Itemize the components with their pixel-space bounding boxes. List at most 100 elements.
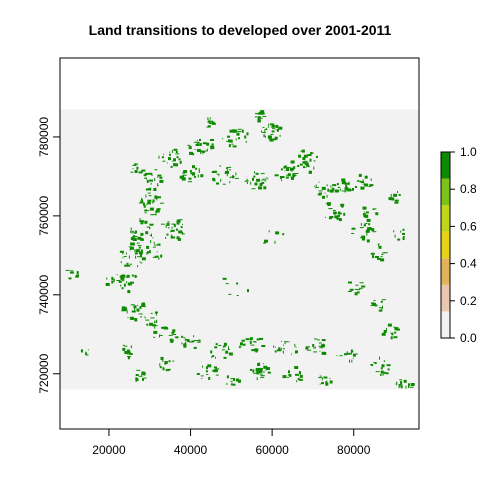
- developed-cell: [360, 186, 365, 190]
- developed-cell: [139, 220, 144, 223]
- developed-cell: [278, 126, 283, 130]
- developed-cell: [163, 326, 167, 330]
- developed-cell: [130, 227, 132, 231]
- developed-cell: [206, 126, 211, 128]
- developed-cell: [169, 151, 171, 153]
- developed-cell: [291, 353, 292, 355]
- developed-cell: [402, 236, 405, 238]
- developed-cell: [258, 338, 262, 340]
- developed-cell: [341, 190, 344, 192]
- developed-cell: [159, 179, 164, 183]
- developed-cell: [323, 343, 325, 345]
- developed-cell: [263, 242, 266, 244]
- developed-cell: [182, 177, 186, 180]
- developed-cell: [314, 346, 316, 349]
- developed-cell: [68, 277, 72, 280]
- developed-cell: [135, 276, 138, 278]
- developed-cell: [306, 346, 310, 348]
- developed-cell: [188, 181, 192, 183]
- y-tick-label: 760000: [37, 196, 51, 236]
- developed-cell: [164, 361, 168, 364]
- developed-cell: [214, 366, 217, 369]
- developed-cell: [240, 342, 243, 346]
- developed-cell: [123, 256, 127, 257]
- developed-cell: [163, 326, 168, 328]
- developed-cell: [346, 352, 349, 355]
- developed-cell: [159, 176, 163, 179]
- developed-cell: [214, 356, 216, 359]
- developed-cell: [387, 323, 392, 327]
- developed-cell: [337, 212, 342, 215]
- developed-cell: [141, 197, 142, 200]
- developed-cell: [171, 226, 173, 229]
- developed-cell: [263, 186, 267, 190]
- developed-cell: [184, 338, 187, 341]
- developed-cell: [334, 189, 339, 193]
- developed-cell: [362, 183, 364, 185]
- developed-cell: [409, 386, 414, 388]
- developed-cell: [237, 128, 242, 130]
- developed-cell: [161, 326, 165, 329]
- developed-cell: [222, 345, 224, 348]
- colorbar-band: [441, 152, 450, 179]
- developed-cell: [271, 124, 275, 128]
- developed-cell: [368, 223, 371, 226]
- developed-cell: [177, 238, 181, 241]
- developed-cell: [225, 170, 229, 174]
- developed-cell: [331, 187, 333, 191]
- developed-cell: [297, 377, 300, 380]
- developed-cell: [228, 144, 231, 148]
- colorbar-band: [441, 284, 450, 312]
- developed-cell: [315, 186, 319, 188]
- developed-cell: [176, 236, 180, 240]
- developed-cell: [189, 170, 192, 172]
- developed-cell: [222, 138, 224, 140]
- developed-cell: [282, 375, 287, 379]
- developed-cell: [366, 216, 368, 218]
- developed-cell: [182, 231, 184, 235]
- developed-cell: [326, 202, 331, 206]
- developed-cell: [298, 378, 303, 381]
- developed-cell: [283, 166, 287, 169]
- developed-cell: [150, 187, 151, 191]
- developed-cell: [385, 327, 387, 331]
- colorbar-bands: [441, 152, 450, 338]
- developed-cell: [157, 185, 159, 187]
- developed-cell: [390, 332, 394, 334]
- developed-cell: [399, 379, 403, 381]
- developed-cell: [314, 338, 318, 340]
- developed-cell: [152, 256, 156, 258]
- developed-cell: [363, 211, 365, 213]
- developed-cell: [260, 112, 263, 115]
- developed-cell: [200, 151, 202, 155]
- developed-cell: [269, 138, 274, 142]
- developed-cell: [148, 195, 152, 197]
- developed-cell: [204, 150, 207, 152]
- developed-cell: [268, 230, 270, 233]
- developed-cell: [400, 230, 402, 233]
- developed-cell: [245, 140, 247, 143]
- developed-cell: [136, 308, 140, 312]
- developed-cell: [264, 135, 266, 138]
- developed-cell: [332, 184, 337, 187]
- developed-cell: [325, 203, 327, 205]
- developed-cell: [161, 359, 164, 361]
- developed-cell: [380, 374, 384, 376]
- developed-cell: [241, 129, 244, 133]
- developed-cell: [136, 369, 141, 371]
- developed-cell: [150, 317, 155, 319]
- developed-cell: [156, 251, 158, 253]
- developed-cell: [122, 344, 125, 346]
- developed-cell: [313, 160, 316, 162]
- developed-cell: [408, 383, 410, 387]
- developed-cell: [178, 219, 183, 221]
- developed-cell: [194, 149, 196, 150]
- developed-cell: [135, 249, 140, 253]
- developed-cell: [146, 245, 150, 249]
- developed-cell: [350, 351, 352, 355]
- plot-area: [59, 57, 420, 430]
- developed-cell: [128, 264, 131, 267]
- developed-cell: [183, 337, 186, 339]
- developed-cell: [318, 190, 323, 192]
- developed-cell: [281, 179, 283, 182]
